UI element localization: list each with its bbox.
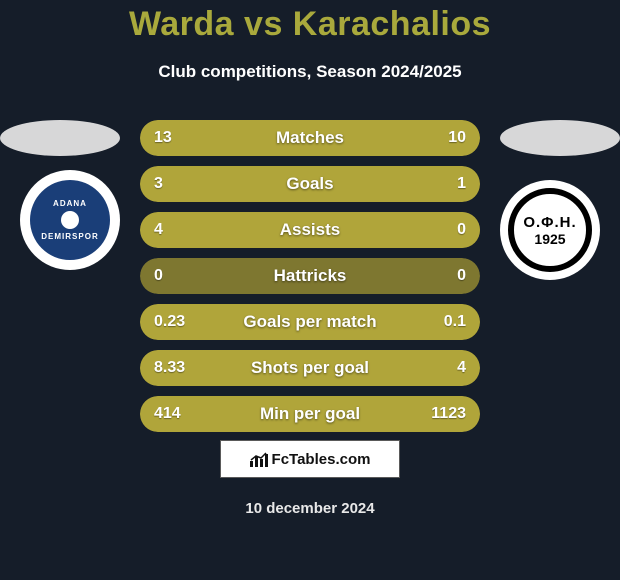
badge-left-text-bottom: DEMIRSPOR: [41, 232, 98, 241]
branding-box: FcTables.com: [220, 440, 400, 478]
stat-label: Goals per match: [140, 312, 480, 332]
stat-row: 00Hattricks: [140, 258, 480, 294]
stat-label: Assists: [140, 220, 480, 240]
stat-row: 0.230.1Goals per match: [140, 304, 480, 340]
club-badge-left: ADANA DEMIRSPOR: [20, 170, 120, 270]
branding-label: FcTables.com: [272, 451, 371, 468]
subtitle: Club competitions, Season 2024/2025: [0, 62, 620, 82]
stat-row: 1310Matches: [140, 120, 480, 156]
stat-label: Matches: [140, 128, 480, 148]
comparison-card: Warda vs Karachalios Club competitions, …: [0, 0, 620, 580]
page-title: Warda vs Karachalios: [0, 5, 620, 44]
stat-label: Hattricks: [140, 266, 480, 286]
ofi-logo: Ο.Φ.Η. 1925: [508, 188, 592, 272]
chart-icon: [250, 451, 268, 467]
ellipse-left: [0, 120, 120, 156]
stat-row: 40Assists: [140, 212, 480, 248]
stat-row: 4141123Min per goal: [140, 396, 480, 432]
ball-icon: [61, 211, 79, 229]
badge-left-text-top: ADANA: [53, 199, 87, 208]
badge-right-text: Ο.Φ.Η.: [523, 214, 576, 231]
stat-label: Min per goal: [140, 404, 480, 424]
stats-rows: 1310Matches 31Goals 40Assists 00Hattricks 0.…: [140, 120, 480, 442]
stat-row: 31Goals: [140, 166, 480, 202]
club-badge-right: Ο.Φ.Η. 1925: [500, 180, 600, 280]
adana-demirspor-logo: ADANA DEMIRSPOR: [30, 180, 110, 260]
ellipse-right: [500, 120, 620, 156]
date-label: 10 december 2024: [0, 500, 620, 517]
stat-label: Shots per goal: [140, 358, 480, 378]
stat-row: 8.334Shots per goal: [140, 350, 480, 386]
stat-label: Goals: [140, 174, 480, 194]
badge-right-year: 1925: [534, 231, 565, 247]
